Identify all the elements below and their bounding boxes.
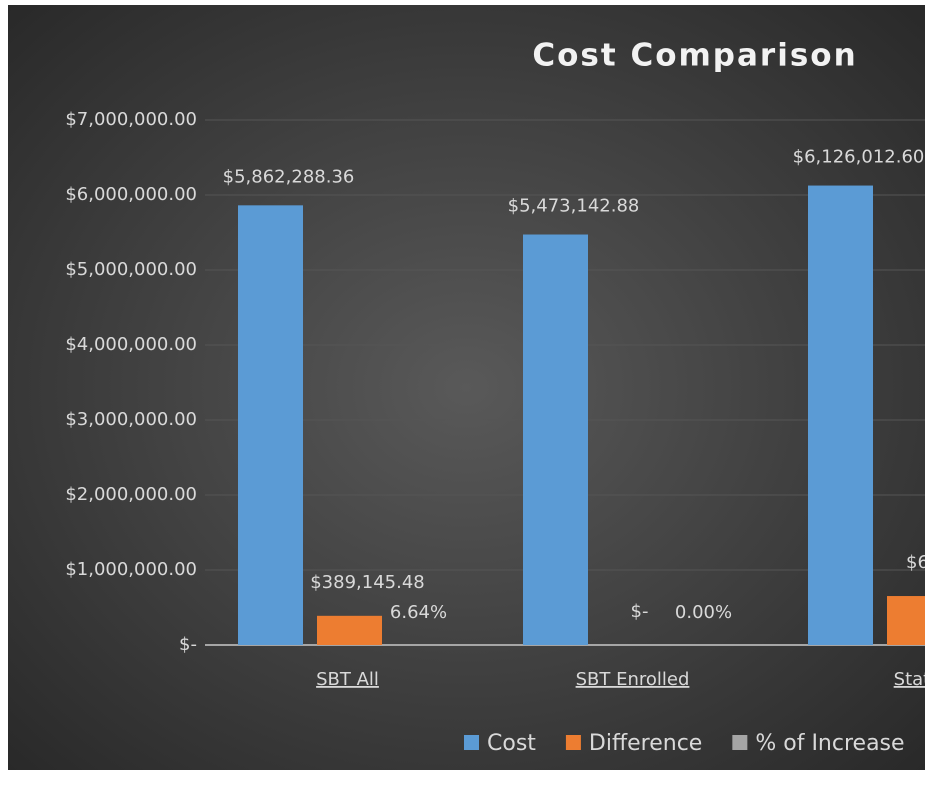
legend-swatch (464, 735, 479, 750)
bar (887, 596, 925, 645)
y-tick-label: $3,000,000.00 (65, 409, 197, 430)
data-label: $- (631, 601, 649, 622)
bar (808, 185, 873, 645)
y-tick-label: $- (179, 634, 197, 655)
data-label: 6.64% (390, 602, 447, 623)
chart-title: Cost Comparison (532, 38, 857, 74)
bar (523, 234, 588, 645)
legend-label: % of Increase (755, 731, 904, 756)
data-label: $5,862,288.36 (223, 166, 355, 187)
chart-background (8, 5, 925, 770)
y-tick-label: $2,000,000.00 (65, 484, 197, 505)
data-label: $389,145.48 (310, 572, 425, 593)
data-label: $652,8 (906, 552, 925, 573)
legend-label: Difference (589, 731, 702, 756)
x-tick-label: SBT Enrolled (576, 669, 690, 690)
y-tick-label: $6,000,000.00 (65, 184, 197, 205)
y-tick-label: $1,000,000.00 (65, 559, 197, 580)
data-label: 0.00% (675, 602, 732, 623)
data-label: $5,473,142.88 (508, 196, 640, 217)
legend-label: Cost (487, 731, 536, 756)
y-tick-label: $4,000,000.00 (65, 334, 197, 355)
bar (238, 205, 303, 645)
data-label: $6,126,012.60 (793, 147, 925, 168)
x-tick-label: State (894, 669, 925, 690)
x-tick-label: SBT All (316, 669, 379, 690)
legend-swatch (732, 735, 748, 750)
legend-swatch (565, 735, 581, 750)
bar (317, 615, 382, 645)
y-tick-label: $7,000,000.00 (65, 109, 197, 130)
y-tick-label: $5,000,000.00 (65, 259, 197, 280)
